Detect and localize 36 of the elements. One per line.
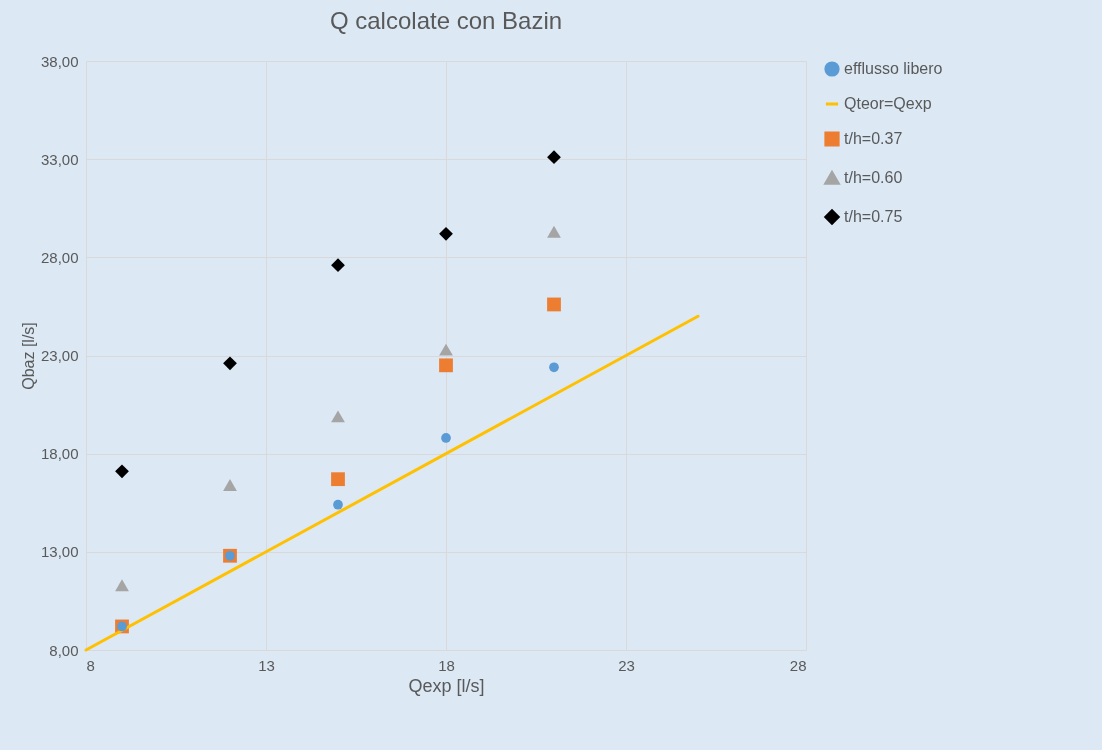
point: [439, 358, 453, 373]
point: [547, 297, 561, 312]
x-tick-label: 8: [86, 656, 95, 674]
y-axis-title: Qbaz [l/s]: [19, 322, 37, 390]
legend-label: t/h=0.60: [844, 169, 903, 186]
legend-label: t/h=0.37: [844, 130, 903, 147]
point: [549, 362, 559, 373]
point: [115, 579, 129, 592]
x-tick-label: 18: [438, 656, 455, 674]
y-tick-label: 28,00: [40, 248, 79, 266]
point: [547, 150, 561, 165]
legend-label: Qteor=Qexp: [844, 95, 932, 112]
x-tick-label: 23: [618, 656, 635, 674]
y-tick-label: 38,00: [40, 52, 79, 70]
point: [115, 464, 129, 479]
point: [223, 356, 237, 371]
point: [331, 258, 345, 273]
legend-label: efflusso libero: [844, 60, 943, 77]
y-tick-label: 18,00: [40, 445, 79, 463]
point: [223, 479, 237, 492]
point: [547, 225, 561, 238]
point: [331, 472, 345, 487]
point: [439, 343, 453, 356]
y-tick-label: 13,00: [40, 543, 79, 561]
chart-title: Q calcolate con Bazin: [329, 7, 563, 34]
y-tick-label: 8,00: [49, 641, 79, 659]
point: [333, 499, 343, 510]
y-tick-label: 23,00: [40, 347, 79, 364]
point: [439, 226, 453, 241]
point: [441, 433, 451, 443]
x-tick-label: 28: [789, 656, 807, 674]
legend-label: t/h=0.75: [844, 208, 903, 225]
x-axis-title: Qexp [l/s]: [408, 675, 485, 696]
x-tick-label: 13: [258, 656, 275, 674]
point: [331, 410, 345, 423]
y-tick-label: 33,00: [40, 150, 79, 168]
